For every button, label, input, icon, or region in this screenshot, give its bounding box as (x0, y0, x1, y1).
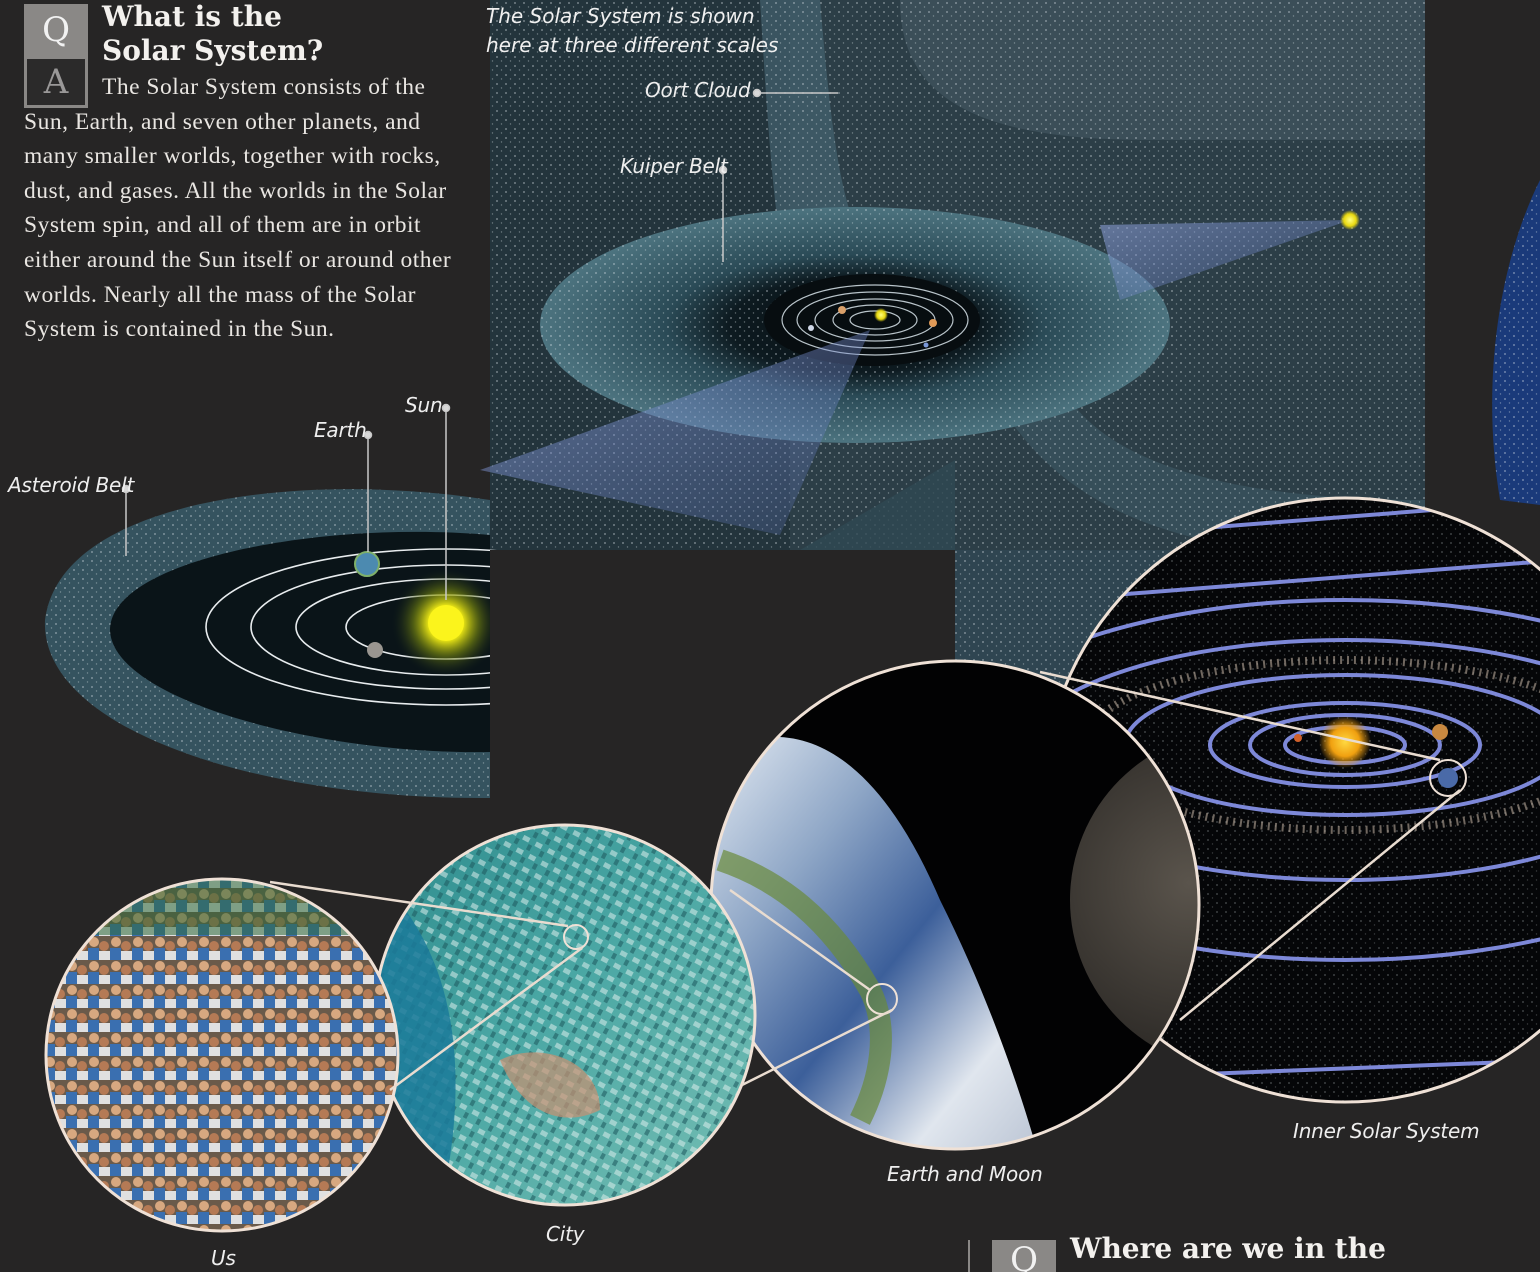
question-glyph: Q (24, 4, 88, 56)
city-circle (373, 823, 757, 1207)
asteroid-belt-disk (44, 489, 687, 799)
label-earth-and-moon: Earth and Moon (887, 1162, 1043, 1186)
answer-glyph: A (24, 56, 88, 108)
kuiper-belt-disk (540, 207, 1170, 443)
label-asteroid-belt: Asteroid Belt (8, 473, 135, 497)
label-city: City (546, 1222, 585, 1246)
label-sun: Sun (405, 393, 443, 417)
scale-caption-line1: The Solar System is shown (486, 4, 755, 28)
label-oort-cloud: Oort Cloud (645, 78, 751, 102)
question-title: What is the Solar System? (102, 0, 402, 68)
scale-caption: The Solar System is shown here at three … (486, 2, 806, 60)
label-us: Us (211, 1246, 236, 1270)
question-title-line2: Solar System? (102, 34, 324, 67)
divider (968, 1240, 970, 1272)
scale-caption-line2: here at three different scales (486, 33, 779, 57)
crowd-circle (44, 877, 400, 1233)
label-kuiper-belt: Kuiper Belt (620, 154, 728, 178)
earth-moon-circle (709, 659, 1201, 1151)
question-title-line1: What is the (102, 0, 282, 33)
next-question-glyph: Q (992, 1240, 1056, 1272)
answer-text: The Solar System consists of the Sun, Ea… (24, 74, 452, 343)
label-inner-solar-system: Inner Solar System (1293, 1119, 1480, 1143)
next-question-title: Where are we in the (1070, 1232, 1386, 1265)
label-earth: Earth (314, 418, 367, 442)
